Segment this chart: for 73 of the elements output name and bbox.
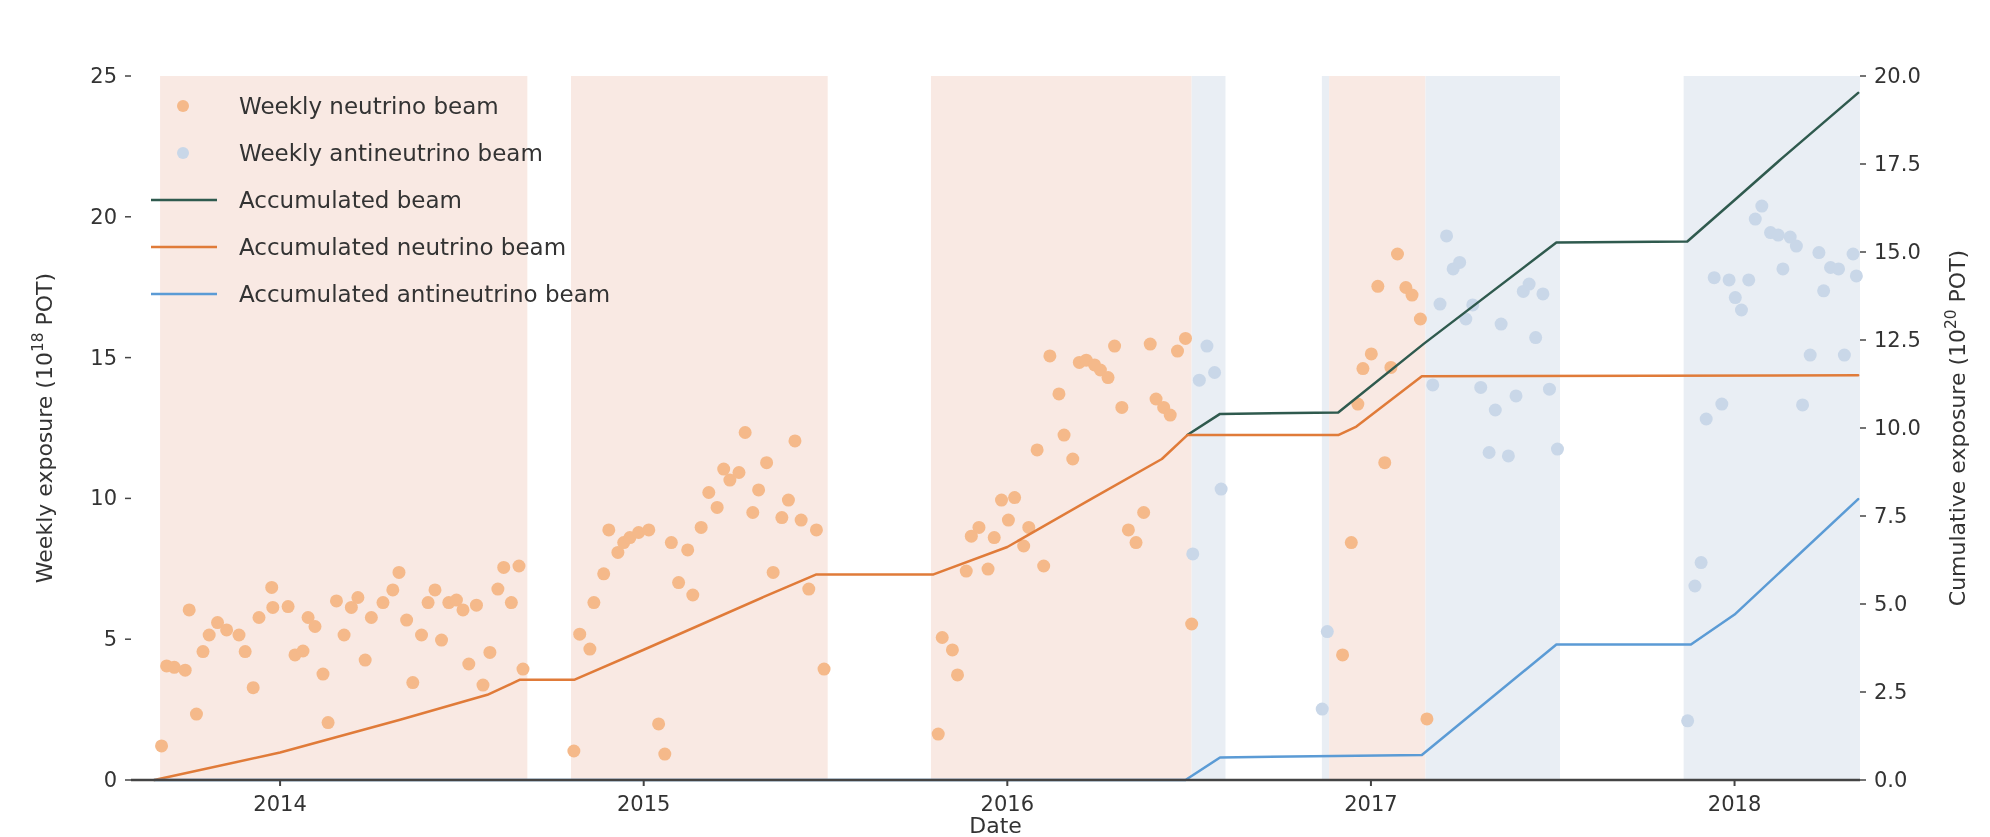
point: [1426, 378, 1440, 392]
point: [1186, 547, 1200, 561]
legend-label: Accumulated neutrino beam: [239, 234, 567, 260]
y2-tick-label: 10.0: [1874, 416, 1921, 440]
point: [1688, 579, 1702, 593]
point: [1846, 247, 1860, 261]
point: [1748, 212, 1762, 226]
point: [1440, 229, 1454, 243]
point: [1789, 239, 1803, 253]
line-series: [1186, 91, 1860, 437]
point: [1453, 255, 1467, 269]
point: [1433, 297, 1447, 311]
point: [1214, 482, 1228, 496]
point: [1482, 446, 1496, 459]
point: [1474, 380, 1488, 394]
point: [1771, 228, 1785, 242]
point: [1796, 398, 1810, 412]
y2-tick-label: 5.0: [1874, 592, 1908, 616]
y2-tick-label: 2.5: [1874, 680, 1908, 704]
y-tick-label: 25: [90, 64, 117, 88]
point: [1722, 273, 1736, 287]
y2-tick-label: 7.5: [1874, 504, 1908, 528]
x-tick-label: 2015: [616, 792, 671, 816]
point: [1832, 262, 1846, 276]
point: [1803, 348, 1817, 362]
y-tick-label: 10: [90, 486, 117, 511]
point: [1742, 273, 1756, 287]
point: [1488, 403, 1502, 417]
point: [1501, 449, 1515, 463]
y2-tick-label: 15.0: [1874, 240, 1921, 264]
point: [1812, 246, 1826, 260]
y2-tick-label: 12.5: [1874, 328, 1921, 352]
y-tick-label: 15: [90, 345, 117, 370]
point: [1550, 442, 1564, 456]
point: [1681, 714, 1695, 728]
point: [1817, 284, 1831, 298]
point: [1734, 303, 1748, 317]
point: [1320, 625, 1334, 639]
point: [1715, 397, 1729, 411]
legend-label: Weekly neutrino beam: [239, 93, 499, 119]
x-tick-label: 2018: [1707, 792, 1762, 816]
point: [1208, 366, 1222, 380]
point: [1200, 339, 1214, 353]
legend-label: Weekly antineutrino beam: [239, 140, 543, 166]
x-axis-title: Date: [969, 813, 1022, 837]
y-tick-label: 0: [103, 768, 117, 792]
point: [1542, 382, 1556, 396]
point: [1755, 199, 1769, 213]
legend-label: Accumulated antineutrino beam: [239, 281, 611, 307]
y2-tick-label: 0.0: [1874, 768, 1908, 792]
point: [1837, 348, 1851, 362]
line-series: [153, 373, 1860, 782]
point: [1694, 556, 1708, 570]
point: [1776, 262, 1790, 276]
point: [1494, 317, 1508, 331]
y-tick-label: 20: [90, 204, 117, 229]
point: [1315, 702, 1329, 716]
y2-tick-label: 20.0: [1874, 64, 1921, 88]
point: [1192, 373, 1206, 387]
point: [1699, 412, 1713, 426]
legend-label: Accumulated beam: [239, 187, 462, 213]
point: [1509, 389, 1523, 403]
point: [1536, 287, 1550, 301]
point: [1728, 291, 1742, 305]
x-tick-label: 2014: [253, 792, 307, 816]
point: [1707, 271, 1721, 285]
x-tick-label: 2016: [980, 792, 1035, 816]
point: [1849, 269, 1863, 283]
point: [1529, 331, 1543, 345]
y-tick-label: 5: [103, 627, 117, 652]
y2-tick-label: 17.5: [1874, 152, 1921, 176]
point: [1522, 277, 1536, 291]
x-tick-label: 2017: [1344, 792, 1398, 816]
